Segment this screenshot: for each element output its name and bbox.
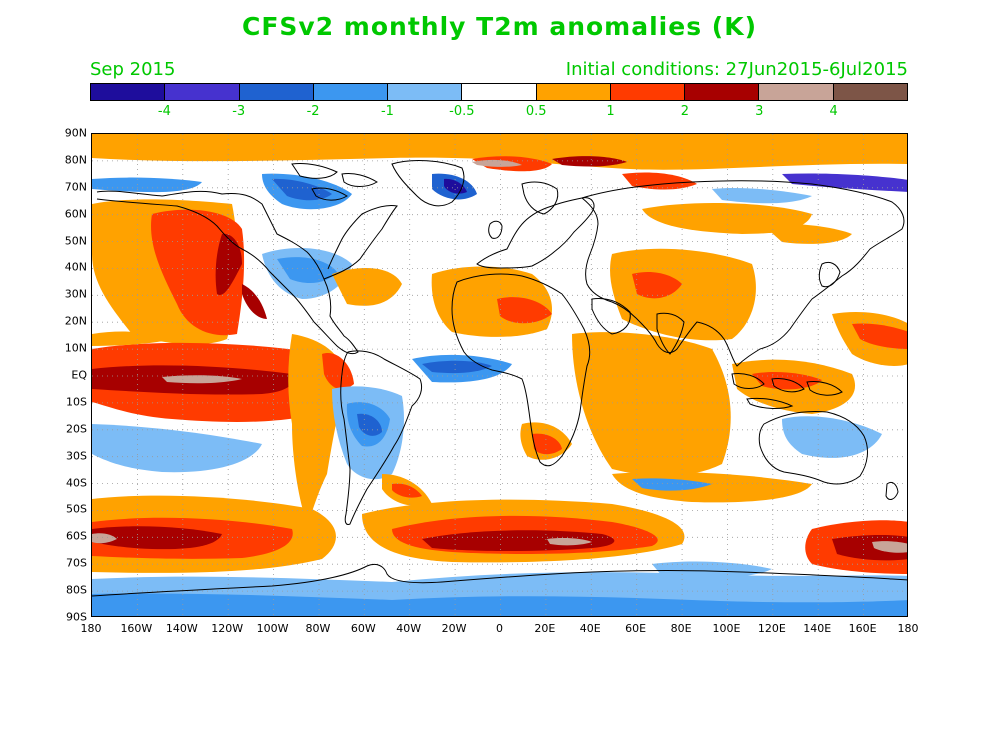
colorbar-swatch <box>239 84 314 100</box>
latitude-label: 50S <box>66 502 87 516</box>
latitude-label: 20N <box>64 314 87 328</box>
longitude-label: 80W <box>305 622 331 635</box>
longitude-label: 120E <box>757 622 786 635</box>
longitude-label: 40W <box>396 622 422 635</box>
latitude-label: 80S <box>66 583 87 597</box>
colorbar-swatch <box>165 84 240 100</box>
longitude-label: 180 <box>80 622 102 635</box>
colorbar-label: 2 <box>680 104 690 119</box>
colorbar-label: -0.5 <box>449 104 475 119</box>
latitude-label: EQ <box>71 368 87 382</box>
latitude-label: 30S <box>66 449 87 463</box>
coast-north-america <box>96 190 359 355</box>
anomaly-map <box>91 133 908 617</box>
colorbar-swatch <box>91 84 166 100</box>
coast-indonesia <box>731 373 843 409</box>
coast-scandinavia <box>521 181 559 215</box>
coast-north-america-east <box>323 205 398 280</box>
longitude-label: 100W <box>256 622 289 635</box>
coast-new-zealand <box>885 481 899 500</box>
longitude-label: 0 <box>496 622 503 635</box>
colorbar-label: 1 <box>606 104 615 119</box>
coast-arctic-islands <box>291 163 378 201</box>
longitude-label: 60W <box>350 622 376 635</box>
coast-india <box>656 312 685 355</box>
colorbar-swatch <box>388 84 463 100</box>
coastlines <box>92 160 907 597</box>
latitude-label: 90S <box>66 610 87 624</box>
coast-arabia <box>591 298 631 335</box>
latitude-label: 10N <box>64 341 87 355</box>
longitude-label: 40E <box>579 622 601 635</box>
colorbar-label: 3 <box>755 104 764 119</box>
longitude-label: 20E <box>534 622 556 635</box>
colorbar-label: -3 <box>232 104 246 119</box>
colorbar-swatch <box>685 84 760 100</box>
latitude-label: 70S <box>66 556 87 570</box>
longitude-label: 140E <box>803 622 832 635</box>
longitude-label: 80E <box>670 622 692 635</box>
colorbar-label: -1 <box>380 104 394 119</box>
forecast-month: Sep 2015 <box>90 59 176 80</box>
colorbar-swatch <box>536 84 611 100</box>
coast-britain <box>488 220 503 239</box>
grid-lines <box>92 134 907 616</box>
latitude-label: 80N <box>64 153 87 167</box>
longitude-label: 60E <box>625 622 647 635</box>
colorbar-swatch <box>462 84 537 100</box>
latitude-label: 60N <box>64 207 87 221</box>
latitude-label: 60S <box>66 529 87 543</box>
longitude-label: 20W <box>441 622 467 635</box>
coast-greenland <box>391 160 465 207</box>
coast-south-america <box>340 350 423 525</box>
colorbar-swatch <box>833 84 907 100</box>
latitude-label: 20S <box>66 422 87 436</box>
colorbar <box>90 83 908 101</box>
latitude-label: 10S <box>66 395 87 409</box>
latitude-label: 70N <box>64 180 87 194</box>
longitude-label: 140W <box>165 622 198 635</box>
colorbar-swatch <box>313 84 389 100</box>
colorbar-swatch <box>610 84 686 100</box>
colorbar-label: 0.5 <box>525 104 547 119</box>
latitude-label: 40N <box>64 260 87 274</box>
colorbar-swatch <box>759 84 834 100</box>
longitude-label: 100E <box>712 622 741 635</box>
longitude-label: 160E <box>848 622 877 635</box>
latitude-label: 40S <box>66 476 87 490</box>
colorbar-label: -2 <box>306 104 320 119</box>
anomaly-shading <box>92 134 907 616</box>
coast-europe <box>476 197 595 269</box>
latitude-label: 30N <box>64 287 87 301</box>
colorbar-label: 4 <box>829 104 838 119</box>
longitude-label: 180 <box>897 622 919 635</box>
coast-africa <box>451 273 591 467</box>
longitude-label: 160W <box>120 622 153 635</box>
coast-australia <box>758 411 868 485</box>
coast-antarctica <box>92 563 907 597</box>
map-canvas <box>92 134 907 616</box>
latitude-label: 90N <box>64 126 87 140</box>
initial-conditions: Initial conditions: 27Jun2015-6Jul2015 <box>565 59 908 80</box>
coast-asia <box>581 180 905 367</box>
colorbar-label: -4 <box>157 104 171 119</box>
longitude-label: 120W <box>211 622 244 635</box>
chart-title: CFSv2 monthly T2m anomalies (K) <box>241 12 758 41</box>
latitude-label: 50N <box>64 234 87 248</box>
coast-japan <box>818 261 841 288</box>
